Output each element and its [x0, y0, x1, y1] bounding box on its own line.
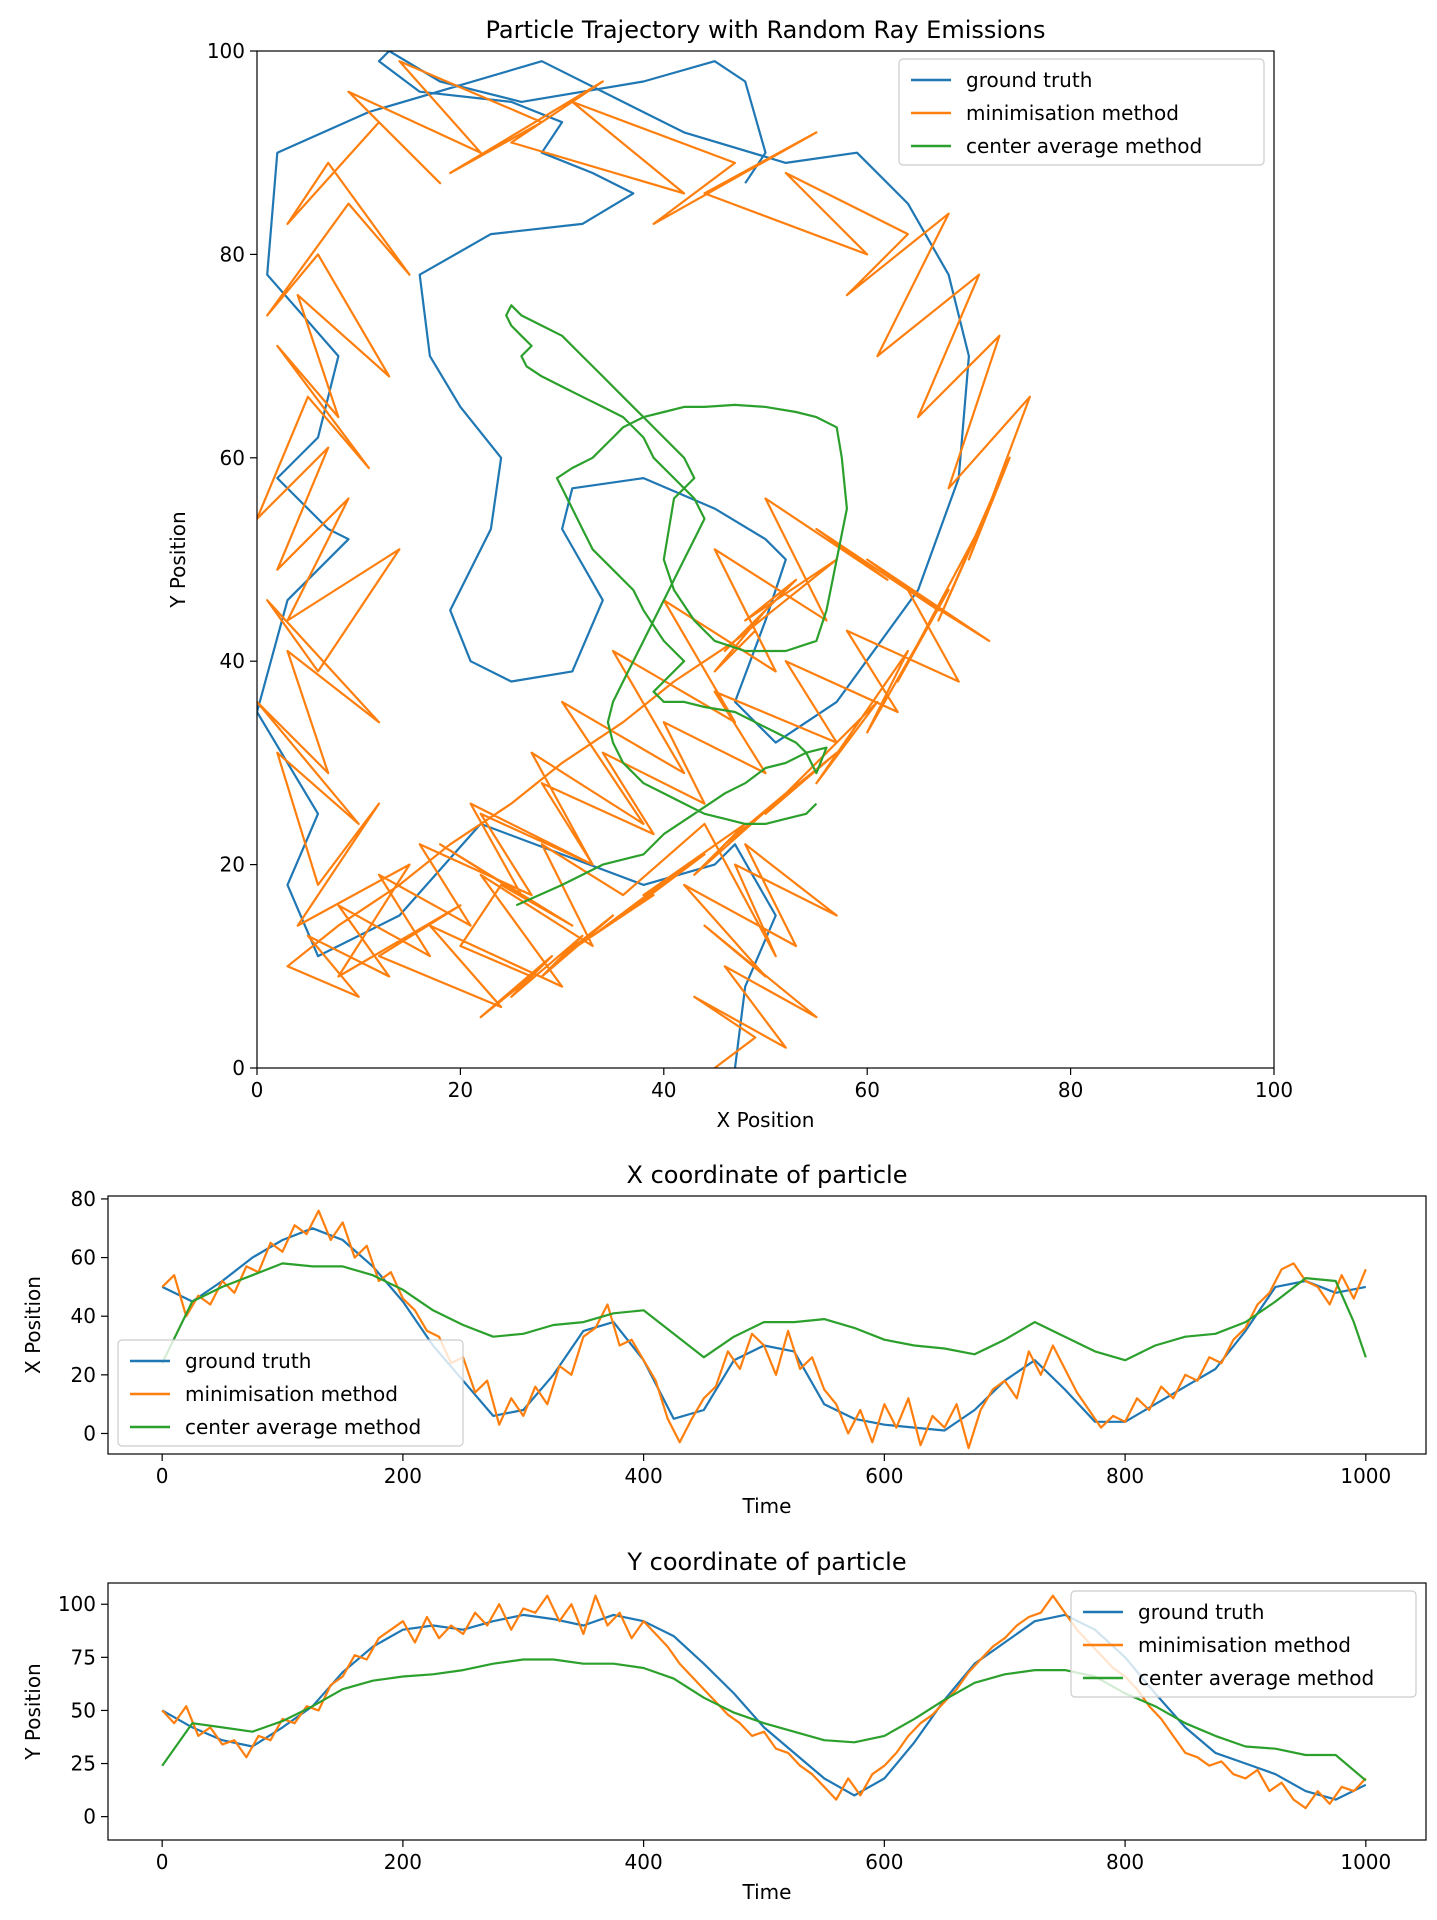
x-tick-label: 200	[384, 1464, 422, 1488]
y-tick-label: 0	[232, 1056, 245, 1080]
legend-label: center average method	[185, 1415, 421, 1439]
y-axis-label: X Position	[21, 1276, 45, 1374]
legend-label: ground truth	[1138, 1600, 1264, 1624]
legend-label: center average method	[1138, 1666, 1374, 1690]
x-tick-label: 0	[251, 1078, 264, 1102]
chart-2: 0 200 400 600 800 1000 0 20 40 60 80 X coordinate o…	[21, 1161, 1427, 1518]
x-tick-label: 0	[156, 1850, 169, 1874]
x-axis-label: Time	[742, 1880, 792, 1904]
legend-label: ground truth	[185, 1349, 311, 1373]
series-line-center-average-method	[161, 1262, 1367, 1364]
x-tick-label: 1000	[1340, 1850, 1391, 1874]
y-axis-label: Y Position	[166, 511, 190, 608]
legend-label: center average method	[966, 134, 1202, 158]
series-line-ground-truth	[161, 1613, 1367, 1801]
plot-area	[161, 1594, 1367, 1810]
x-tick-label: 400	[625, 1464, 663, 1488]
series-line-minimisation-method	[257, 60, 1032, 1068]
series-line-minimisation-method	[161, 1209, 1367, 1450]
y-tick-label: 25	[71, 1752, 96, 1776]
y-tick-label: 80	[71, 1187, 96, 1211]
chart-1: 0 20 40 60 80 100 0 20 40 60 80 100 Particle Traject…	[166, 16, 1293, 1132]
x-tick-label: 20	[448, 1078, 473, 1102]
y-tick-label: 60	[220, 446, 245, 470]
x-tick-label: 600	[865, 1850, 903, 1874]
plot-area	[161, 1209, 1367, 1450]
y-axis-label: Y Position	[21, 1663, 45, 1760]
y-tick-label: 20	[220, 853, 245, 877]
legend-label: ground truth	[966, 68, 1092, 92]
legend: ground truth minimisation method center av…	[117, 1339, 464, 1447]
legend-label: minimisation method	[1138, 1633, 1351, 1657]
axes-frame	[107, 1195, 1427, 1455]
y-tick-label: 0	[83, 1805, 96, 1829]
series-line-ground-truth	[257, 51, 971, 1068]
legend-frame	[1070, 1590, 1417, 1698]
y-tick-label: 20	[71, 1363, 96, 1387]
axes-frame	[107, 1582, 1427, 1841]
x-tick-label: 100	[1255, 1078, 1293, 1102]
x-axis-label: Time	[742, 1494, 792, 1518]
x-tick-label: 0	[156, 1464, 169, 1488]
chart-title: X coordinate of particle	[627, 1161, 908, 1189]
x-tick-label: 1000	[1340, 1464, 1391, 1488]
y-tick-label: 0	[83, 1421, 96, 1445]
y-tick-label: 100	[207, 39, 245, 63]
y-tick-label: 40	[71, 1304, 96, 1328]
legend-frame	[117, 1339, 464, 1447]
plot-area	[257, 51, 1032, 1068]
legend-label: minimisation method	[185, 1382, 398, 1406]
x-tick-label: 800	[1106, 1850, 1144, 1874]
legend-frame	[898, 58, 1265, 166]
series-line-center-average-method	[161, 1658, 1367, 1782]
chart-3: 0 200 400 600 800 1000 0 25 50 75 100 Y coordinate …	[21, 1548, 1427, 1904]
x-axis-label: X Position	[717, 1108, 815, 1132]
x-tick-label: 800	[1106, 1464, 1144, 1488]
series-line-center-average-method	[505, 304, 849, 907]
legend-label: minimisation method	[966, 101, 1179, 125]
x-tick-label: 600	[865, 1464, 903, 1488]
legend: ground truth minimisation method center av…	[898, 58, 1265, 166]
legend: ground truth minimisation method center av…	[1070, 1590, 1417, 1698]
y-tick-label: 50	[71, 1698, 96, 1722]
x-tick-label: 60	[854, 1078, 879, 1102]
y-tick-label: 40	[220, 649, 245, 673]
y-tick-label: 100	[58, 1592, 96, 1616]
x-tick-label: 400	[625, 1850, 663, 1874]
y-tick-label: 75	[71, 1645, 96, 1669]
chart-title: Particle Trajectory with Random Ray Emis…	[486, 16, 1046, 44]
x-tick-label: 200	[384, 1850, 422, 1874]
y-tick-label: 80	[220, 242, 245, 266]
x-tick-label: 40	[651, 1078, 676, 1102]
chart-title: Y coordinate of particle	[626, 1548, 906, 1576]
x-tick-label: 80	[1058, 1078, 1083, 1102]
axes-frame	[256, 50, 1275, 1069]
y-tick-label: 60	[71, 1246, 96, 1270]
series-line-minimisation-method	[161, 1594, 1367, 1810]
